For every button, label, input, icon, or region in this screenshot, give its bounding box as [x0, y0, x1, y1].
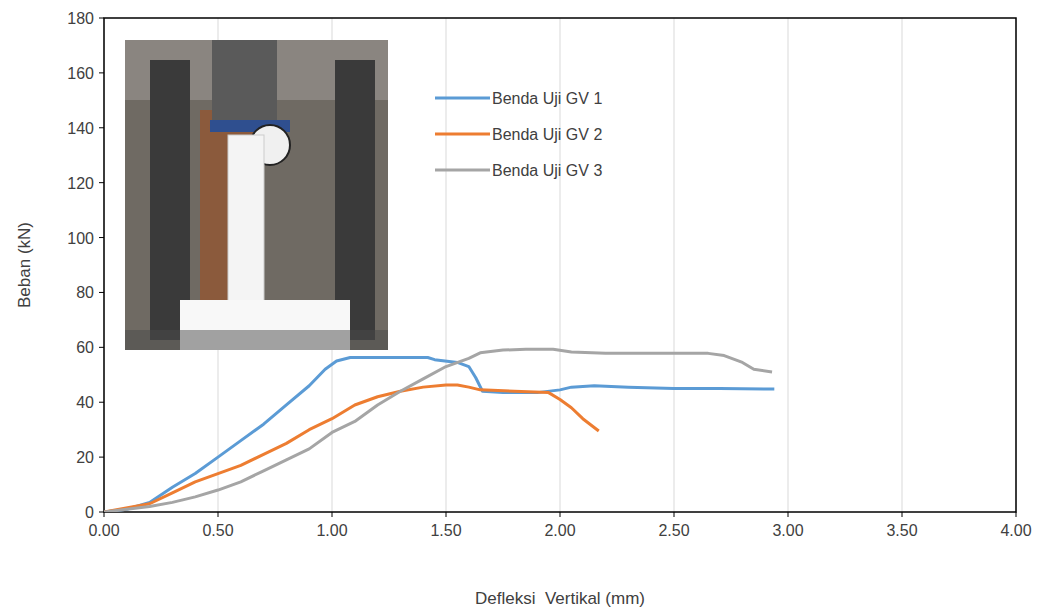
x-tick-label: 1.50: [430, 522, 461, 539]
x-tick: [1016, 512, 1017, 517]
x-tick: [902, 512, 903, 517]
y-tick: [99, 18, 104, 19]
x-tick-label: 3.50: [886, 522, 917, 539]
x-tick: [560, 512, 561, 517]
x-tick-label: 3.00: [772, 522, 803, 539]
x-tick-label: 2.00: [544, 522, 575, 539]
x-tick: [218, 512, 219, 517]
x-tick-label: 1.00: [316, 522, 347, 539]
chart: 0.00 0.50 1.00 1.50 2.00 2.50 3.00 3.50 4.00 0 20 4…: [0, 0, 1046, 615]
legend-swatch: [435, 169, 490, 172]
series-line: [104, 349, 772, 512]
y-tick: [99, 457, 104, 458]
inset-photo: [125, 40, 388, 350]
y-tick-label: 160: [67, 65, 94, 82]
y-tick: [99, 127, 104, 128]
y-tick-label: 180: [67, 10, 94, 27]
x-axis-title: Defleksi Vertikal (mm): [475, 589, 645, 608]
y-tick: [99, 72, 104, 73]
legend-swatch: [435, 133, 490, 136]
grid-line: [674, 18, 675, 512]
y-tick: [99, 182, 104, 183]
y-tick-label: 140: [67, 120, 94, 137]
y-tick-label: 20: [76, 449, 94, 466]
series-line: [104, 385, 599, 512]
series-group: [104, 349, 774, 512]
plot-frame: [104, 18, 1016, 512]
y-tick-label: 0: [85, 504, 94, 521]
y-tick: [99, 347, 104, 348]
x-tick: [104, 512, 105, 517]
y-tick-label: 40: [76, 394, 94, 411]
y-axis-title: Beban (kN): [15, 222, 34, 308]
legend: Benda Uji GV 1 Benda Uji GV 2 Benda Uji GV…: [435, 90, 602, 179]
y-tick-label: 60: [76, 339, 94, 356]
x-tick: [788, 512, 789, 517]
grid-line: [788, 18, 789, 512]
x-tick-label: 0.50: [202, 522, 233, 539]
series-line: [104, 357, 774, 512]
x-tick-label: 2.50: [658, 522, 689, 539]
y-tick-label: 100: [67, 230, 94, 247]
grid-line: [902, 18, 903, 512]
y-tick: [99, 512, 104, 513]
legend-swatch: [435, 97, 490, 100]
legend-label: Benda Uji GV 1: [492, 90, 602, 107]
x-tick: [332, 512, 333, 517]
legend-label: Benda Uji GV 3: [492, 162, 602, 179]
y-tick: [99, 402, 104, 403]
y-tick-label: 120: [67, 175, 94, 192]
y-tick: [99, 292, 104, 293]
legend-label: Benda Uji GV 2: [492, 126, 602, 143]
x-tick: [674, 512, 675, 517]
grid-line: [446, 18, 447, 512]
y-tick-label: 80: [76, 284, 94, 301]
x-tick: [446, 512, 447, 517]
x-tick-label: 0.00: [88, 522, 119, 539]
y-tick: [99, 237, 104, 238]
x-tick-label: 4.00: [1000, 522, 1031, 539]
